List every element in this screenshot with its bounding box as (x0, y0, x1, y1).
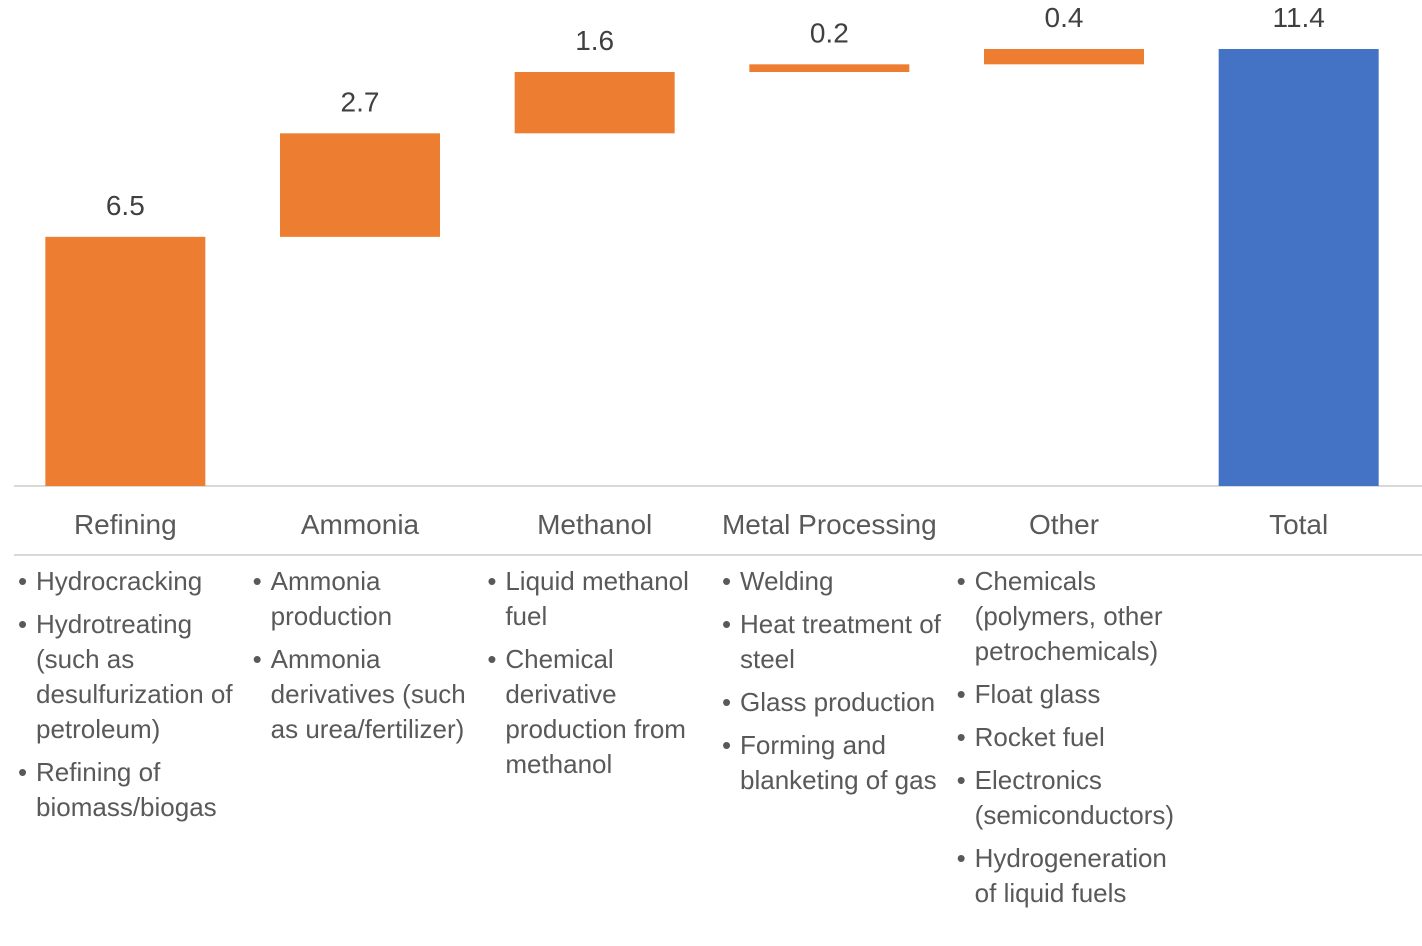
category-label: Methanol (537, 509, 653, 540)
value-label: 6.5 (106, 190, 145, 221)
total-bar (1218, 49, 1379, 486)
value-label: 2.7 (341, 86, 380, 117)
bar (45, 236, 206, 486)
note-list: Welding Heat treatment of steel Glass prod… (722, 564, 958, 806)
note-list: Chemicals (polymers, other petrochemical… (957, 564, 1193, 919)
value-label: 1.6 (575, 25, 614, 56)
note-item: Hydrocracking (18, 564, 254, 599)
bar (749, 64, 910, 72)
note-item: Electronics (semiconductors) (957, 763, 1193, 833)
bar (280, 133, 440, 237)
value-label: 11.4 (1272, 2, 1324, 33)
note-item: Ammonia production (253, 564, 489, 634)
note-item: Refining of biomass/biogas (18, 755, 254, 825)
note-item: Rocket fuel (957, 720, 1193, 755)
note-item: Glass production (722, 685, 958, 720)
note-item: Chemical derivative production from meth… (487, 642, 723, 782)
note-list: Ammonia production Ammonia derivatives (s… (253, 564, 489, 755)
note-item: Welding (722, 564, 958, 599)
note-item: Heat treatment of steel (722, 607, 958, 677)
note-item: Chemicals (polymers, other petrochemical… (957, 564, 1193, 669)
category-label: Total (1269, 509, 1329, 540)
note-list: Liquid methanol fuel Chemical derivative … (487, 564, 723, 790)
note-item: Float glass (957, 677, 1193, 712)
category-label: Metal Processing (721, 509, 937, 540)
note-list: Hydrocracking Hydrotreating (such as desu… (18, 564, 254, 833)
bar (514, 72, 675, 134)
value-label: 0.2 (810, 17, 849, 48)
category-label: Ammonia (300, 509, 420, 540)
category-label: Refining (73, 509, 177, 540)
category-label: Other (1028, 509, 1100, 540)
note-item: Forming and blanketing of gas (722, 728, 958, 798)
bar (984, 49, 1144, 65)
note-item: Liquid methanol fuel (487, 564, 723, 634)
note-item: Hydrogeneration of liquid fuels (957, 841, 1193, 911)
value-label: 0.4 (1045, 2, 1084, 33)
note-item: Ammonia derivatives (such as urea/fertil… (253, 642, 489, 747)
note-item: Hydrotreating (such as desulfurization o… (18, 607, 254, 747)
